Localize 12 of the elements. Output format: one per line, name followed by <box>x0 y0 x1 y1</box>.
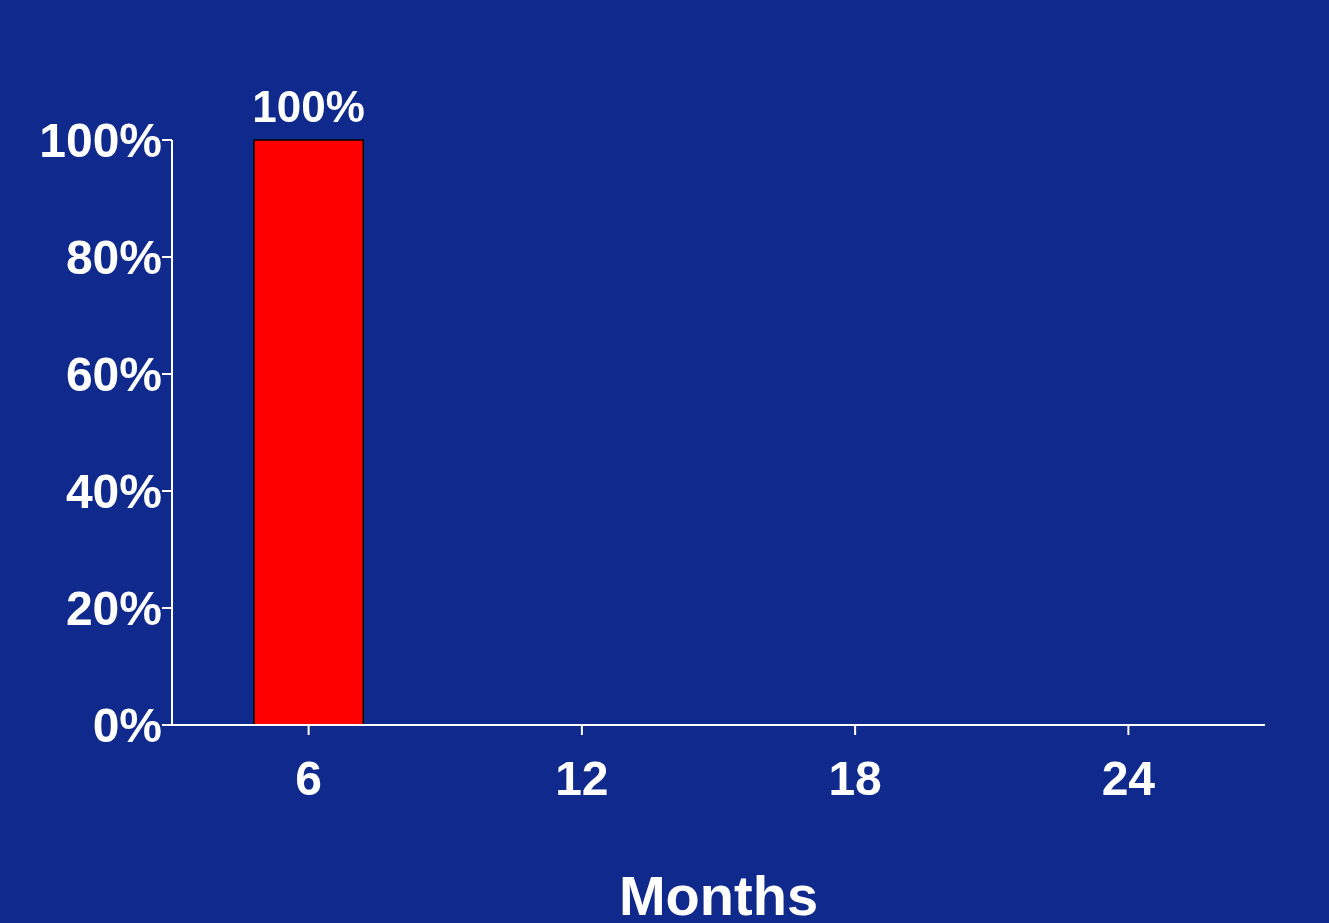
x-tick-label: 18 <box>828 752 882 805</box>
y-tick-label: 40% <box>65 464 162 518</box>
y-tick-label: 60% <box>65 347 162 401</box>
y-tick-label: 100% <box>39 113 162 167</box>
y-tick-label: 20% <box>65 581 162 635</box>
x-tick-label: 6 <box>295 752 322 805</box>
y-tick-label: 0% <box>92 698 162 752</box>
y-tick-label: 80% <box>65 230 162 284</box>
x-tick-label: 12 <box>555 752 609 805</box>
data-label: 100% <box>252 82 365 131</box>
x-tick-label: 24 <box>1101 752 1156 805</box>
x-axis-title: Months <box>618 864 819 923</box>
